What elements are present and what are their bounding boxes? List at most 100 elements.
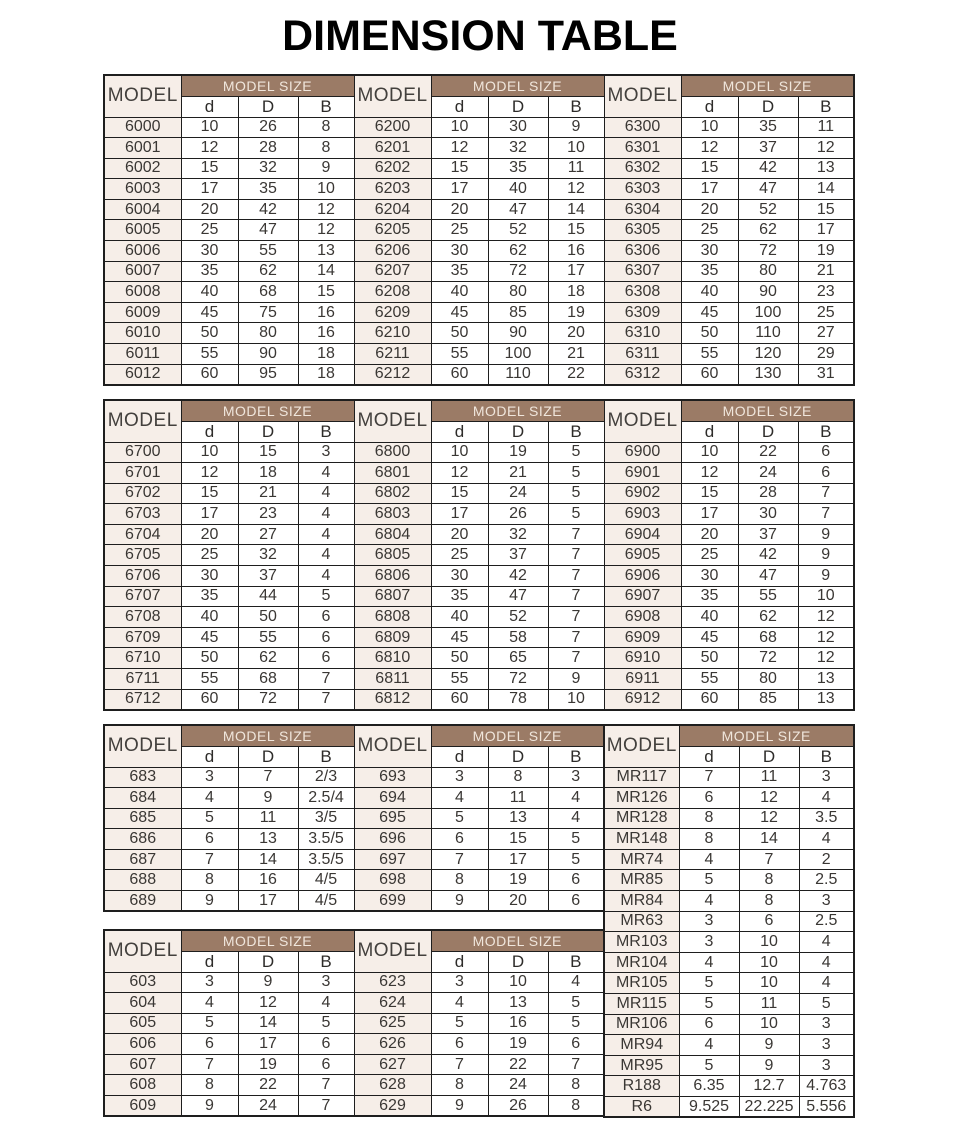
dim-cell: 40	[430, 606, 489, 628]
model-cell: 6704	[103, 523, 182, 546]
dim-cell: 5	[297, 585, 355, 608]
header-row: MODEL MODEL SIZE MODEL MODEL SIZE MODEL MODEL…	[103, 74, 855, 118]
dim-cell: 8	[678, 807, 740, 830]
dim-cell: 2.5	[798, 910, 855, 933]
dim-cell: 31	[797, 363, 855, 386]
dim-cell: 6	[547, 890, 605, 912]
dim-cell: 12	[297, 219, 355, 242]
dim-cell: 55	[680, 343, 739, 365]
dim-cell: 11	[738, 766, 800, 789]
dim-cell: 30	[680, 240, 739, 262]
dim-cell: 7	[180, 1053, 239, 1076]
dim-cell: 7	[738, 848, 800, 871]
dim-cell: 19	[487, 441, 549, 464]
dim-cell: 3.5/5	[297, 828, 355, 850]
dim-cell: 6	[738, 910, 800, 933]
dim-col-header: D	[237, 745, 299, 768]
model-cell: MR95	[603, 1054, 680, 1077]
dim-cell: 80	[737, 260, 799, 283]
model-cell: 623	[353, 971, 432, 994]
dim-cell: 6	[678, 787, 740, 809]
table-row: 608 8 22 7 628 8 24 8	[103, 1074, 605, 1097]
dim-cell: 9	[237, 971, 299, 994]
dim-cell: 37	[737, 137, 799, 159]
model-column-header: MODEL	[103, 399, 182, 443]
dim-cell: 3	[297, 971, 355, 994]
dim-cell: 7	[430, 1053, 489, 1076]
dim-cell: 60	[430, 363, 489, 386]
table-row: MR74 4 7 2	[603, 848, 855, 871]
dim-cell: 4	[180, 992, 239, 1014]
model-cell: 698	[353, 869, 432, 892]
dim-cell: 15	[547, 219, 605, 242]
table-row: 6707 35 44 5 6807 35 47 7 6907 35 55 10	[103, 585, 855, 608]
model-column-header: MODEL	[353, 74, 432, 118]
dim-cell: 4	[297, 544, 355, 567]
dim-cell: 45	[680, 626, 739, 649]
dim-cell: 17	[487, 848, 549, 871]
dim-cell: 6	[678, 1013, 740, 1036]
model-cell: 6705	[103, 544, 182, 567]
table-row: 6005 25 47 12 6205 25 52 15 6305 25 62 17	[103, 219, 855, 242]
dim-cell: 26	[487, 1095, 549, 1117]
dim-col-header: B	[547, 950, 605, 973]
dim-cell: 10	[680, 441, 739, 464]
dim-cell: 130	[737, 363, 799, 386]
dim-cell: 58	[487, 626, 549, 649]
model-column-header: MODEL	[603, 724, 680, 768]
dim-cell: 3	[430, 971, 489, 994]
dim-cell: 12	[738, 787, 800, 809]
table-row: 6007 35 62 14 6207 35 72 17 6307 35 80 21	[103, 260, 855, 283]
dim-cell: 25	[180, 219, 239, 242]
dim-cell: 4	[180, 787, 239, 809]
model-cell: MR105	[603, 972, 680, 995]
table-row: 606 6 17 6 626 6 19 6	[103, 1033, 605, 1055]
dim-cell: 20	[430, 198, 489, 221]
dim-cell: 7	[547, 626, 605, 649]
dim-cell: 4	[678, 890, 740, 912]
dim-cell: 8	[180, 1074, 239, 1097]
dim-cell: 11	[797, 116, 855, 139]
dim-cell: 15	[180, 157, 239, 180]
dim-cell: 17	[680, 503, 739, 525]
dim-cell: 62	[487, 240, 549, 262]
model-cell: 6004	[103, 198, 182, 221]
model-cell: 6807	[353, 585, 432, 608]
dim-cell: 26	[237, 116, 299, 139]
model-size-header: MODEL SIZE	[180, 724, 355, 747]
model-size-header: MODEL SIZE	[180, 74, 355, 97]
dim-cell: 3.5/5	[297, 848, 355, 871]
dim-cell: 6	[547, 1033, 605, 1055]
dim-cell: 55	[680, 668, 739, 690]
model-cell: 6007	[103, 260, 182, 283]
dim-cell: 100	[737, 301, 799, 324]
dim-col-header: d	[680, 420, 739, 443]
dim-cell: 50	[180, 647, 239, 670]
dim-cell: 20	[430, 523, 489, 546]
dimension-table-6700-series: MODEL MODEL SIZE MODEL MODEL SIZE MODEL MODEL…	[103, 399, 855, 711]
model-cell: 6312	[603, 363, 682, 386]
model-cell: R6	[603, 1096, 680, 1118]
dim-cell: 10	[180, 116, 239, 139]
model-cell: 6012	[103, 363, 182, 386]
model-cell: MR148	[603, 828, 680, 850]
model-size-header: MODEL SIZE	[680, 399, 855, 422]
dim-cell: 40	[680, 281, 739, 303]
model-cell: 6008	[103, 281, 182, 303]
dim-cell: 60	[680, 363, 739, 386]
model-cell: 6200	[353, 116, 432, 139]
dim-cell: 27	[237, 523, 299, 546]
dim-cell: 8	[487, 766, 549, 789]
table-row: 607 7 19 6 627 7 22 7	[103, 1053, 605, 1076]
dim-col-header: d	[430, 950, 489, 973]
dim-cell: 5	[547, 1012, 605, 1035]
dim-cell: 12	[797, 137, 855, 159]
dim-cell: 4/5	[297, 869, 355, 892]
dim-cell: 25	[430, 219, 489, 242]
dim-cell: 16	[237, 869, 299, 892]
model-cell: 6701	[103, 462, 182, 484]
dim-cell: 20	[180, 523, 239, 546]
dim-cell: 37	[487, 544, 549, 567]
dim-cell: 3.5	[798, 807, 855, 830]
